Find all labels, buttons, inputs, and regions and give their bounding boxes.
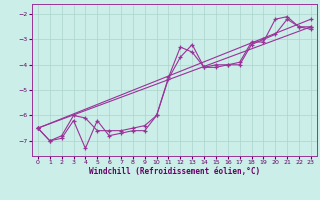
X-axis label: Windchill (Refroidissement éolien,°C): Windchill (Refroidissement éolien,°C) — [89, 167, 260, 176]
